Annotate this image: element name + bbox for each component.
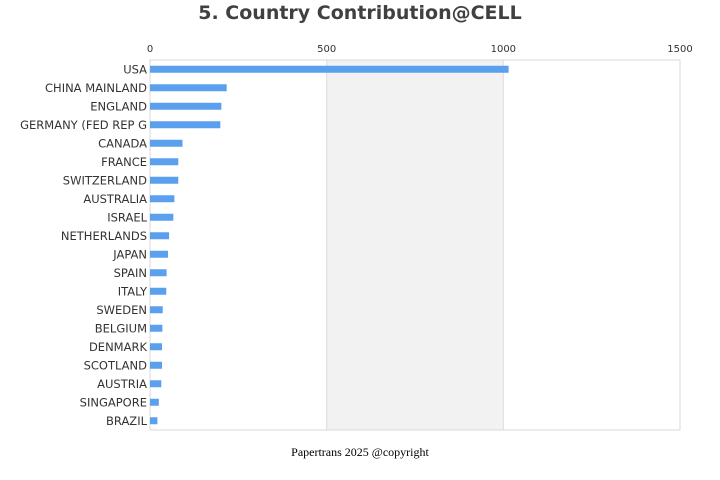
bar — [150, 361, 163, 369]
category-label: ENGLAND — [90, 99, 147, 113]
category-label: CANADA — [98, 136, 147, 150]
category-label: SWEDEN — [96, 303, 147, 317]
bar — [150, 65, 509, 73]
category-label: BELGIUM — [95, 321, 147, 335]
bar — [150, 232, 170, 240]
category-label: AUSTRIA — [97, 377, 147, 391]
bar — [150, 84, 227, 92]
category-label: USA — [123, 62, 147, 76]
bar — [150, 306, 163, 314]
bar — [150, 324, 163, 332]
bar — [150, 250, 169, 258]
category-label: JAPAN — [112, 247, 147, 261]
plot-frame — [149, 59, 681, 431]
category-label: ITALY — [118, 284, 148, 298]
category-label: AUSTRALIA — [83, 192, 147, 206]
category-label: DENMARK — [89, 340, 148, 354]
chart-title: 5. Country Contribution@CELL — [198, 2, 522, 24]
bar — [150, 398, 159, 406]
bar — [150, 417, 158, 425]
bar — [150, 158, 179, 166]
bar — [150, 102, 222, 110]
category-label: CHINA MAINLAND — [45, 81, 147, 95]
bar — [150, 287, 167, 295]
x-tick-label: 1500 — [667, 44, 692, 55]
copyright-footer: Papertrans 2025 @copyright — [291, 445, 429, 459]
bar — [150, 121, 221, 129]
category-label: GERMANY (FED REP G — [20, 118, 147, 132]
bar — [150, 176, 179, 184]
bar — [150, 343, 163, 351]
grid-band — [326, 60, 504, 430]
bar — [150, 139, 183, 147]
x-tick-label: 0 — [147, 44, 153, 55]
category-label: NETHERLANDS — [61, 229, 147, 243]
x-tick-label: 500 — [317, 44, 336, 55]
x-tick-label: 1000 — [491, 44, 516, 55]
category-label: FRANCE — [101, 155, 147, 169]
bar — [150, 213, 174, 221]
bar — [150, 269, 167, 277]
category-label: SCOTLAND — [84, 358, 148, 372]
bar — [150, 195, 175, 203]
category-label: ISRAEL — [107, 210, 147, 224]
category-label: BRAZIL — [106, 414, 148, 428]
category-label: SINGAPORE — [80, 395, 147, 409]
bar — [150, 380, 162, 388]
category-label: SPAIN — [114, 266, 147, 280]
category-label: SWITZERLAND — [63, 173, 147, 187]
